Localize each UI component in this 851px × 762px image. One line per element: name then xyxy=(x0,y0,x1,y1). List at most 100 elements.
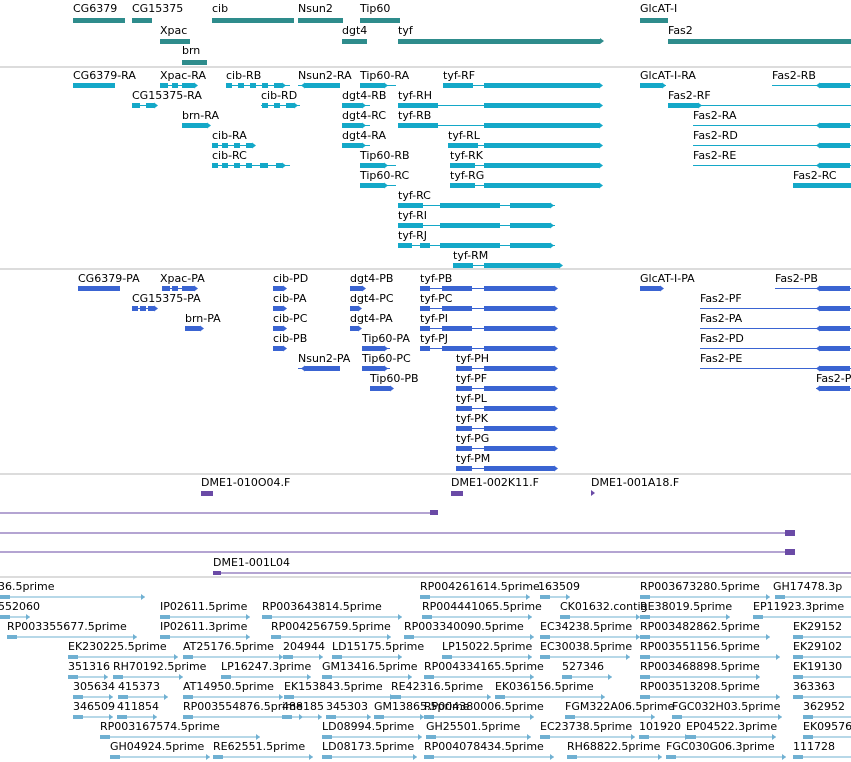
est-block[interactable] xyxy=(775,595,785,599)
est-block[interactable] xyxy=(183,655,193,659)
est-block[interactable] xyxy=(183,695,193,699)
est-block[interactable] xyxy=(73,715,83,719)
gene-bar[interactable] xyxy=(360,18,400,23)
est-block[interactable] xyxy=(562,675,572,679)
protein-segment[interactable] xyxy=(162,286,170,291)
est-block[interactable] xyxy=(113,675,123,679)
transcript-exon[interactable] xyxy=(398,123,438,128)
protein-segment[interactable] xyxy=(484,366,554,371)
protein-segment[interactable] xyxy=(820,306,850,311)
protein-segment[interactable] xyxy=(370,386,390,391)
est-block[interactable] xyxy=(640,655,650,659)
transcript-exon[interactable] xyxy=(484,123,599,128)
transcript-exon[interactable] xyxy=(305,83,340,88)
est-block[interactable] xyxy=(803,715,813,719)
transcript-exon[interactable] xyxy=(820,143,850,148)
est-block[interactable] xyxy=(322,755,332,759)
est-block[interactable] xyxy=(420,595,430,599)
gene-bar[interactable] xyxy=(73,18,125,23)
transcript-exon[interactable] xyxy=(510,223,550,228)
transcript-exon[interactable] xyxy=(484,83,599,88)
gene-bar[interactable] xyxy=(640,18,668,23)
transcript-exon[interactable] xyxy=(398,103,438,108)
transcript-exon[interactable] xyxy=(262,83,268,88)
gene-track[interactable]: CG6379 CG15375 cib Nsun2 Tip60 Xpac dgt4 tyf brn… xyxy=(73,2,851,65)
protein-segment[interactable] xyxy=(172,286,178,291)
est-block[interactable] xyxy=(68,675,78,679)
protein-segment[interactable] xyxy=(820,386,850,391)
protein-segment[interactable] xyxy=(148,306,154,311)
transcript-exon[interactable] xyxy=(450,183,475,188)
est-block[interactable] xyxy=(640,635,650,639)
est-block[interactable] xyxy=(640,615,650,619)
transcript-exon[interactable] xyxy=(453,263,473,268)
est-block[interactable] xyxy=(565,715,575,719)
gene-bar[interactable] xyxy=(342,39,367,44)
transcript-exon[interactable] xyxy=(484,103,599,108)
transcript-exon[interactable] xyxy=(250,83,256,88)
est-block[interactable] xyxy=(495,695,505,699)
transcript-exon[interactable] xyxy=(360,183,384,188)
transcript-exon[interactable] xyxy=(274,103,280,108)
protein-segment[interactable] xyxy=(484,386,554,391)
clone-end[interactable] xyxy=(430,510,438,515)
est-block[interactable] xyxy=(221,675,231,679)
transcript-exon[interactable] xyxy=(820,83,850,88)
est-block[interactable] xyxy=(424,755,434,759)
est-block[interactable] xyxy=(793,655,803,659)
est-block[interactable] xyxy=(422,615,432,619)
est-block[interactable] xyxy=(0,615,10,619)
gene-bar[interactable] xyxy=(160,39,190,44)
clone-end[interactable] xyxy=(785,530,795,536)
transcript-exon[interactable] xyxy=(234,163,240,168)
protein-segment[interactable] xyxy=(273,346,283,351)
est-block[interactable] xyxy=(284,695,294,699)
est-block[interactable] xyxy=(540,655,550,659)
est-block[interactable] xyxy=(666,755,676,759)
transcript-exon[interactable] xyxy=(246,163,252,168)
est-block[interactable] xyxy=(183,715,193,719)
est-block[interactable] xyxy=(283,655,293,659)
transcript-exon[interactable] xyxy=(398,223,423,228)
protein-segment[interactable] xyxy=(273,306,283,311)
transcript-exon[interactable] xyxy=(484,143,599,148)
transcript-exon[interactable] xyxy=(448,143,478,148)
transcript-exon[interactable] xyxy=(668,103,698,108)
protein-segment[interactable] xyxy=(484,306,554,311)
protein-segment[interactable] xyxy=(305,366,340,371)
transcript-exon[interactable] xyxy=(342,123,362,128)
protein-segment[interactable] xyxy=(420,286,430,291)
est-block[interactable] xyxy=(391,695,401,699)
protein-segment[interactable] xyxy=(350,306,358,311)
est-block[interactable] xyxy=(426,735,436,739)
transcript-exon[interactable] xyxy=(510,243,550,248)
est-block[interactable] xyxy=(540,595,550,599)
protein-segment[interactable] xyxy=(442,286,472,291)
protein-segment[interactable] xyxy=(484,446,554,451)
transcript-exon[interactable] xyxy=(640,83,662,88)
transcript-exon[interactable] xyxy=(260,163,268,168)
transcript-exon[interactable] xyxy=(182,83,194,88)
est-block[interactable] xyxy=(560,615,570,619)
transcript-exon[interactable] xyxy=(510,203,550,208)
est-block[interactable] xyxy=(442,655,452,659)
transcript-exon[interactable] xyxy=(342,103,362,108)
protein-segment[interactable] xyxy=(362,346,384,351)
est-block[interactable] xyxy=(672,715,682,719)
est-block[interactable] xyxy=(7,635,17,639)
transcript-exon[interactable] xyxy=(450,163,475,168)
protein-segment[interactable] xyxy=(350,326,358,331)
est-block[interactable] xyxy=(0,595,10,599)
transcript-exon[interactable] xyxy=(262,103,268,108)
est-block[interactable] xyxy=(374,715,384,719)
transcript-exon[interactable] xyxy=(172,83,178,88)
transcript-exon[interactable] xyxy=(398,203,423,208)
protein-segment[interactable] xyxy=(456,446,472,451)
est-block[interactable] xyxy=(322,675,332,679)
est-block[interactable] xyxy=(117,715,127,719)
protein-segment[interactable] xyxy=(273,326,283,331)
protein-segment[interactable] xyxy=(820,366,850,371)
clone-end[interactable] xyxy=(201,491,213,496)
